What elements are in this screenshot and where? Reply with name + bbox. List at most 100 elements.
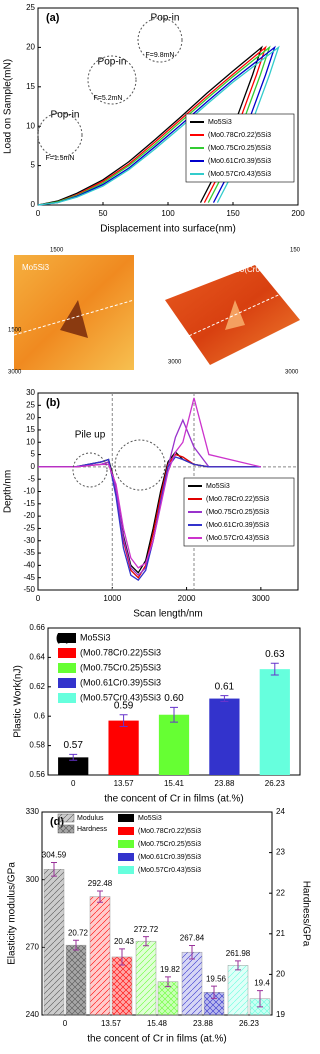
data-line bbox=[38, 456, 261, 582]
image-label: Mo5Si3 bbox=[22, 263, 50, 272]
legend-label: (Mo0.61Cr0.39)5Si3 bbox=[80, 677, 161, 687]
y-tick-label: 19 bbox=[276, 1010, 285, 1019]
x-tick-label: 23.88 bbox=[193, 1019, 214, 1028]
panel-label: (b) bbox=[46, 397, 60, 409]
legend-box bbox=[185, 113, 295, 183]
image-tick: 3000 bbox=[285, 370, 299, 376]
bar bbox=[58, 757, 89, 775]
legend-swatch bbox=[58, 693, 76, 703]
y-tick-label: -25 bbox=[23, 524, 35, 533]
value-label: 272.72 bbox=[134, 925, 159, 934]
bar bbox=[89, 896, 111, 1016]
annotation: F=9.8mN bbox=[146, 52, 175, 59]
highlight-circle bbox=[87, 55, 137, 105]
y-tick-label: 0.56 bbox=[29, 770, 45, 779]
bar bbox=[209, 698, 240, 775]
x-axis-label: Scan length/nm bbox=[133, 609, 203, 620]
legend-label: (Mo0.75Cr0.25)5Si3 bbox=[208, 145, 271, 152]
image-tick: 3000 bbox=[8, 370, 22, 376]
x-axis-label: Displacement into surface(nm) bbox=[100, 224, 236, 235]
x-tick-label: 1000 bbox=[103, 594, 121, 603]
value-label: 20.72 bbox=[68, 928, 89, 937]
annotation: Pop-in bbox=[51, 110, 80, 121]
error-bar bbox=[270, 662, 279, 676]
legend-label: (Mo0.61Cr0.39)5Si3 bbox=[208, 158, 271, 165]
y-tick-label: 15 bbox=[26, 425, 35, 434]
x-tick-label: 26.23 bbox=[239, 1019, 260, 1028]
x-tick-label: 2000 bbox=[178, 594, 196, 603]
value-label: 19.82 bbox=[160, 965, 181, 974]
annotation: F=5.2mN bbox=[94, 95, 123, 102]
legend-label: (Mo0.61Cr0.39)5Si3 bbox=[138, 854, 201, 861]
error-bar bbox=[73, 939, 79, 951]
legend-label: (Mo0.61Cr0.39)5Si3 bbox=[206, 522, 269, 529]
error-bar bbox=[97, 890, 103, 903]
x-tick-label: 26.23 bbox=[265, 779, 286, 788]
y-tick-label: 25 bbox=[26, 3, 35, 12]
bar bbox=[111, 956, 133, 1016]
x-tick-label: 15.41 bbox=[164, 779, 185, 788]
legend-label: (Mo0.78Cr0.22)5Si3 bbox=[208, 132, 271, 139]
y-tick-label: -20 bbox=[23, 511, 35, 520]
bar bbox=[259, 669, 290, 775]
y-tick-label: 30 bbox=[26, 388, 35, 397]
y-tick-label: -50 bbox=[23, 585, 35, 594]
y-tick-label: -45 bbox=[23, 573, 35, 582]
legend-swatch bbox=[58, 678, 76, 688]
y-axis-label: Plastic Work(nJ) bbox=[13, 665, 24, 738]
legend-label: Mo5Si3 bbox=[138, 815, 162, 822]
bar bbox=[158, 714, 190, 775]
highlight-circle bbox=[37, 112, 83, 158]
y-axis-label: Elasticity modulus/GPa bbox=[7, 862, 18, 965]
value-label: 0.63 bbox=[265, 649, 285, 660]
y-tick-label: 20 bbox=[26, 413, 35, 422]
y-tick-label: 0.6 bbox=[34, 711, 46, 720]
y-tick-label: 240 bbox=[26, 1010, 40, 1019]
legend-label: (Mo0.75Cr0.25)5Si3 bbox=[138, 841, 201, 848]
legend-label: (Mo0.78Cr0.22)5Si3 bbox=[206, 496, 269, 503]
y-tick-label: 0.58 bbox=[29, 741, 45, 750]
legend-swatch bbox=[58, 648, 76, 658]
legend-label: Modulus bbox=[77, 815, 104, 822]
annotation: Pop-in bbox=[98, 57, 127, 68]
y-tick-label: -40 bbox=[23, 560, 35, 569]
y-axis-label: Load on Sample(mN) bbox=[3, 59, 14, 154]
value-label: 19.56 bbox=[206, 974, 227, 983]
bar bbox=[108, 720, 139, 775]
error-bar bbox=[119, 714, 128, 727]
legend-label: (Mo0.57Cr0.43)5Si3 bbox=[80, 692, 161, 702]
bar bbox=[43, 869, 65, 1016]
y-tick-label: -5 bbox=[28, 474, 36, 483]
value-label: 0.57 bbox=[63, 740, 83, 751]
y-tick-label: 270 bbox=[26, 942, 40, 951]
image-tick: 1500 bbox=[8, 328, 22, 334]
y-tick-label: 330 bbox=[26, 807, 40, 816]
x-tick-label: 15.48 bbox=[147, 1019, 168, 1028]
y-tick-label: 20 bbox=[276, 970, 285, 979]
y-tick-label: 25 bbox=[26, 400, 35, 409]
y-tick-label: 0 bbox=[31, 200, 36, 209]
y-tick-label: -30 bbox=[23, 536, 35, 545]
legend-swatch bbox=[58, 663, 76, 673]
legend-swatch bbox=[57, 813, 75, 823]
value-label: 267.84 bbox=[180, 934, 205, 943]
legend-label: (Mo0.75Cr0.25)5Si3 bbox=[206, 509, 269, 516]
highlight-circle bbox=[72, 452, 108, 488]
legend-swatch bbox=[118, 866, 134, 874]
indent bbox=[60, 300, 88, 338]
bar bbox=[135, 940, 157, 1016]
annotation: F=1.5mN bbox=[46, 155, 75, 162]
error-bar bbox=[143, 936, 149, 947]
legend-label: (Mo0.57Cr0.43)5Si3 bbox=[138, 867, 201, 874]
legend-label: (Mo0.78Cr0.22)5Si3 bbox=[138, 828, 201, 835]
afm-image-1 bbox=[13, 255, 135, 370]
y2-axis-label: Hardness/GPa bbox=[300, 881, 311, 947]
legend-swatch bbox=[118, 827, 134, 835]
image-tick: 1500 bbox=[50, 248, 64, 254]
x-tick-label: 100 bbox=[161, 209, 175, 218]
y-tick-label: 5 bbox=[31, 161, 36, 170]
y-tick-label: 0.64 bbox=[29, 653, 45, 662]
legend-label: (Mo0.57Cr0.43)5Si3 bbox=[206, 535, 269, 542]
panel-label: (a) bbox=[46, 12, 60, 24]
